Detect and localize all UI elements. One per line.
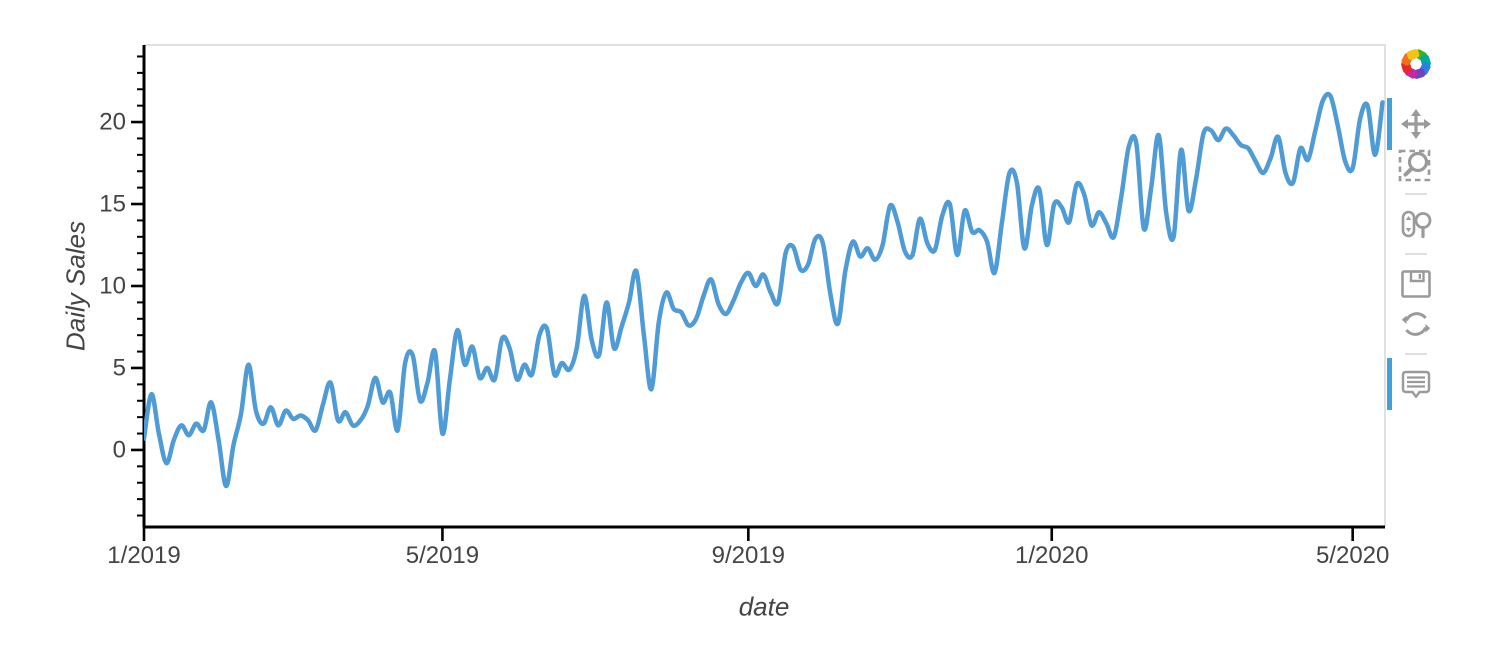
y-tick-label: 20 [99,108,126,135]
bokeh-logo[interactable] [1396,44,1436,84]
pan-tool-button[interactable] [1387,98,1436,150]
x-tick-label: 1/2020 [1015,542,1088,569]
y-tick-label: 0 [113,436,126,463]
plot-frame [144,44,1386,527]
toolbar-separator [1405,193,1427,195]
y-tick-label: 10 [99,272,126,299]
hover-tool-button[interactable] [1387,358,1436,410]
toolbar-separator [1405,353,1427,355]
x-tick-label: 9/2019 [712,542,785,569]
reset-tool-button[interactable] [1396,304,1436,344]
reset-icon [1401,312,1431,336]
box-zoom-tool-button[interactable] [1396,144,1436,184]
wheel-zoom-tool-button[interactable] [1396,204,1436,244]
save-tool-button[interactable] [1396,264,1436,304]
save-icon [1401,270,1431,298]
x-axis-label: date [738,591,790,622]
pan-icon [1401,109,1431,139]
x-tick-label: 1/2019 [107,542,180,569]
bokeh-toolbar [1387,44,1436,410]
toolbar-separator [1405,253,1427,255]
active-tool-indicator [1387,98,1392,150]
box-zoom-icon [1398,149,1431,182]
x-tick-label: 5/2020 [1316,542,1389,569]
wheel-zoom-icon [1401,210,1432,239]
y-tick-label: 15 [99,190,126,217]
bokeh-logo-icon [1401,49,1431,79]
daily-sales-line [144,91,1385,489]
hover-icon [1401,370,1431,398]
y-axis-label: Daily Sales [60,220,91,352]
active-tool-indicator [1387,358,1392,410]
x-tick-label: 5/2019 [406,542,479,569]
y-tick-label: 5 [113,354,126,381]
